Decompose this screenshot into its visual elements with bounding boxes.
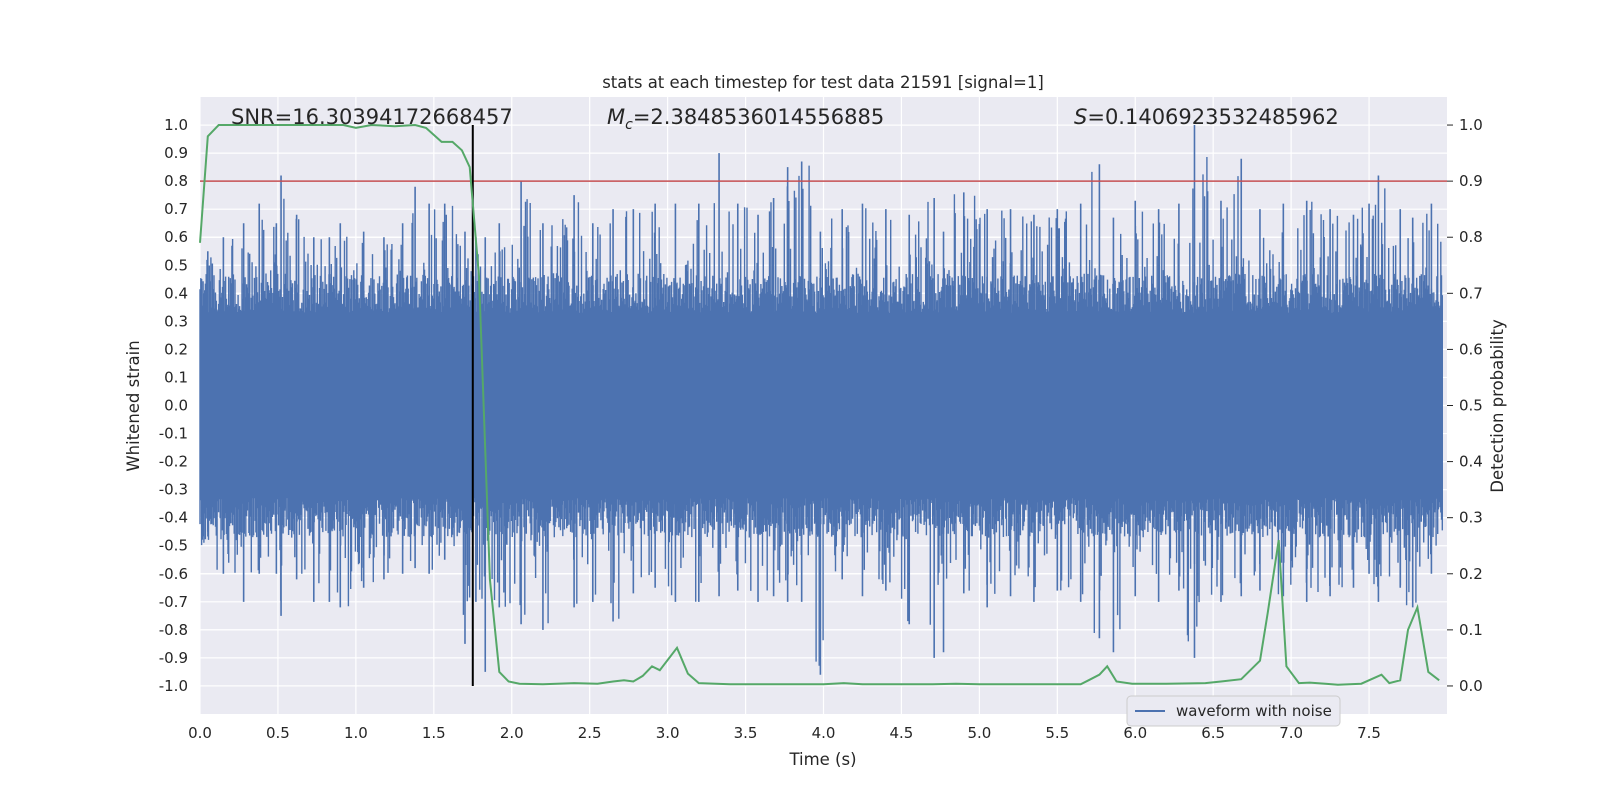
y2-tick-label: 0.7	[1459, 284, 1483, 302]
y2-axis-ticks: 1.0 0.9 0.8 0.7 0.6 0.5 0.4 0.3 0.2 0.1 0.0	[1447, 116, 1483, 695]
y-tick-label: -0.1	[159, 425, 188, 443]
x-tick-label: 3.5	[734, 724, 758, 742]
y-tick-label: 0.2	[164, 340, 188, 358]
y2-tick-label: 1.0	[1459, 116, 1483, 134]
x-tick-label: 7.0	[1279, 724, 1303, 742]
y-tick-label: -0.3	[159, 481, 188, 499]
y2-tick-label: 0.9	[1459, 172, 1483, 190]
chirp-mass-subscript: c	[625, 117, 633, 133]
y-tick-label: -0.5	[159, 537, 188, 555]
s-annotation: S=0.1406923532485962	[1074, 105, 1339, 129]
y-tick-label: 0.7	[164, 200, 188, 218]
y-tick-label: -0.8	[159, 621, 188, 639]
y2-tick-label: 0.3	[1459, 509, 1483, 527]
x-tick-label: 1.0	[344, 724, 368, 742]
y2-tick-label: 0.0	[1459, 677, 1483, 695]
chirp-mass-value: =2.3848536014556885	[633, 105, 884, 129]
y-tick-label: 0.8	[164, 172, 188, 190]
x-tick-label: 5.5	[1045, 724, 1069, 742]
x-tick-label: 2.0	[500, 724, 524, 742]
y2-tick-label: 0.5	[1459, 397, 1483, 415]
y-tick-label: -1.0	[159, 677, 188, 695]
legend: waveform with noise	[1126, 695, 1341, 727]
x-tick-label: 6.0	[1123, 724, 1147, 742]
x-tick-label: 4.0	[812, 724, 836, 742]
x-tick-label: 0.5	[266, 724, 290, 742]
y-tick-label: -0.7	[159, 593, 188, 611]
y2-tick-label: 0.8	[1459, 228, 1483, 246]
y-tick-label: 0.0	[164, 397, 188, 415]
x-tick-label: 2.5	[578, 724, 602, 742]
y-tick-label: 0.3	[164, 312, 188, 330]
y-tick-label: 1.0	[164, 116, 188, 134]
y2-tick-label: 0.6	[1459, 340, 1483, 358]
y-tick-label: -0.4	[159, 509, 188, 527]
y2-axis-label: Detection probability	[1488, 319, 1507, 493]
waveform-series	[199, 125, 1443, 675]
snr-annotation: SNR=16.30394172668457	[231, 105, 513, 129]
y-tick-label: -0.6	[159, 565, 188, 583]
x-tick-label: 3.0	[656, 724, 680, 742]
y2-tick-label: 0.1	[1459, 621, 1483, 639]
legend-text: waveform with noise	[1176, 702, 1332, 720]
overlay-lines	[199, 123, 1447, 686]
x-tick-label: 0.0	[188, 724, 212, 742]
y-tick-label: 0.5	[164, 256, 188, 274]
x-tick-label: 5.0	[967, 724, 991, 742]
y-tick-label: -0.2	[159, 453, 188, 471]
x-tick-label: 4.5	[890, 724, 914, 742]
y-axis-ticks: 1.0 0.9 0.8 0.7 0.6 0.5 0.4 0.3 0.2 0.1 0.0 -0.1 -0.…	[159, 116, 188, 695]
x-tick-label: 1.5	[422, 724, 446, 742]
x-axis-ticks: 0.0 0.5 1.0 1.5 2.0 2.5 3.0 3.5 4.0 4.5 5.0 5.5 6.0 6…	[188, 724, 1381, 742]
y-tick-label: 0.1	[164, 368, 188, 386]
waveform-core	[200, 321, 1443, 490]
chart-title: stats at each timestep for test data 215…	[602, 73, 1044, 92]
legend-box	[1126, 695, 1341, 727]
x-tick-label: 6.5	[1201, 724, 1225, 742]
chirp-mass-annotation: Mc=2.3848536014556885	[607, 105, 884, 133]
x-axis-label: Time (s)	[788, 750, 856, 769]
s-symbol: S	[1074, 105, 1087, 129]
chirp-mass-symbol: M	[607, 105, 625, 129]
y-tick-label: 0.6	[164, 228, 188, 246]
y-tick-label: -0.9	[159, 649, 188, 667]
x-tick-label: 7.5	[1357, 724, 1381, 742]
y-axis-label: Whitened strain	[124, 340, 143, 471]
s-value: =0.1406923532485962	[1087, 105, 1338, 129]
detection-probability-line	[199, 123, 1440, 686]
y2-tick-label: 0.4	[1459, 453, 1483, 471]
y-tick-label: 0.9	[164, 144, 188, 162]
y2-tick-label: 0.2	[1459, 565, 1483, 583]
y-tick-label: 0.4	[164, 284, 188, 302]
